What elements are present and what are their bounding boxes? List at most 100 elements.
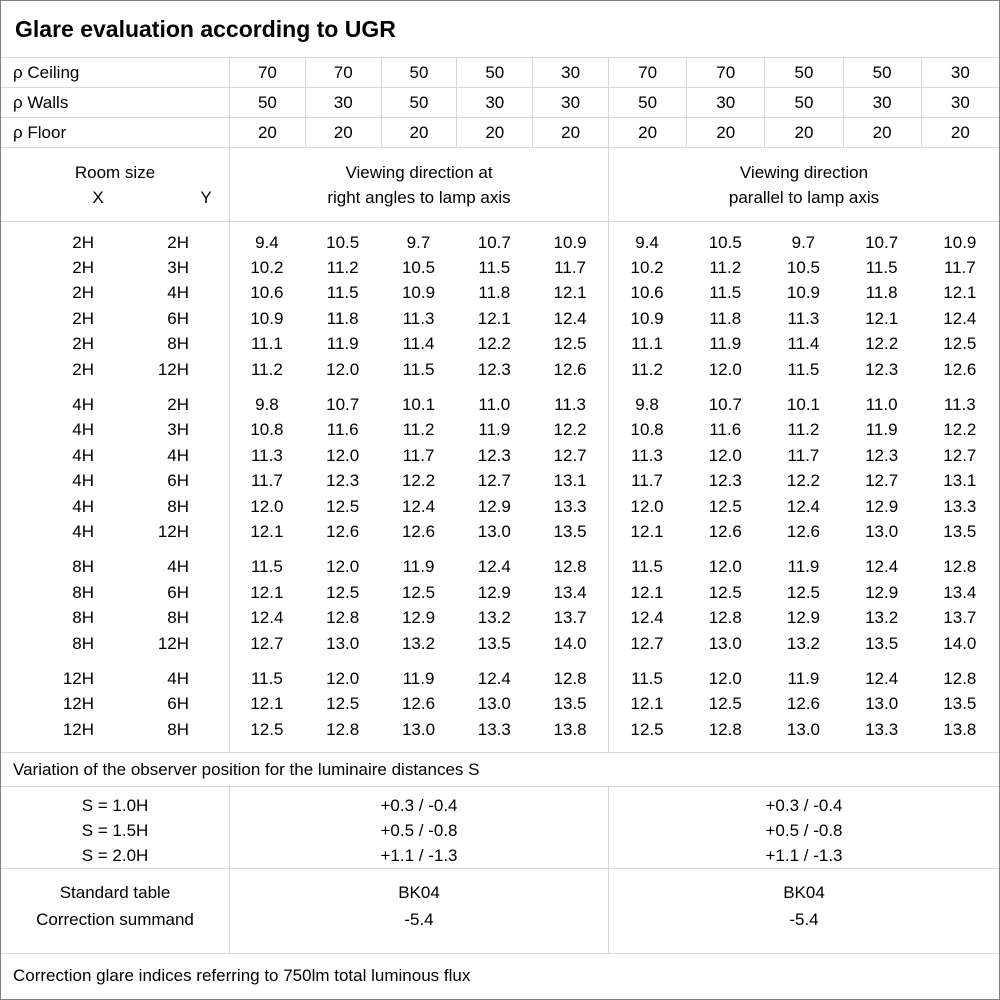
- ugr-value-perpendicular: 9.4: [255, 232, 279, 252]
- reflectance-value: 50: [764, 88, 842, 117]
- ugr-value-perpendicular: 12.2: [477, 334, 511, 354]
- title-row: Glare evaluation according to UGR: [1, 1, 999, 58]
- s-correction-value: +0.5 / -0.8: [765, 821, 843, 840]
- ugr-value-parallel: 11.9: [865, 420, 898, 440]
- ugr-value-perpendicular: 13.8: [553, 719, 587, 739]
- s-correction-value: +1.1 / -1.3: [765, 846, 843, 865]
- reflectance-value: 70: [607, 58, 686, 87]
- standard-row-value: BK04: [783, 883, 825, 902]
- room-y-value: 6H: [167, 471, 189, 491]
- ugr-value-perpendicular: 12.8: [326, 719, 360, 739]
- heading-line: Viewing direction at: [345, 162, 493, 182]
- ugr-value-perpendicular: 12.1: [250, 521, 284, 541]
- ugr-value-perpendicular: 11.9: [326, 334, 359, 354]
- room-x-value: 12H: [62, 694, 94, 714]
- ugr-value-perpendicular: 12.5: [250, 719, 284, 739]
- ugr-value-parallel: 13.3: [865, 719, 899, 739]
- ugr-value-perpendicular: 12.4: [477, 557, 511, 577]
- column-divider: [608, 222, 609, 752]
- ugr-value-parallel: 9.4: [635, 232, 659, 252]
- ugr-value-perpendicular: 11.5: [478, 258, 511, 278]
- ugr-value-perpendicular: 13.5: [477, 633, 511, 653]
- s-correction-value: +0.5 / -0.8: [380, 821, 458, 840]
- ugr-value-parallel: 12.4: [865, 557, 899, 577]
- ugr-value-parallel: 11.5: [631, 668, 663, 688]
- ugr-value-parallel: 12.6: [786, 521, 820, 541]
- room-y-value: 4H: [167, 557, 189, 577]
- ugr-value-perpendicular: 12.6: [401, 694, 436, 714]
- ugr-value-parallel: 11.5: [709, 283, 742, 303]
- room-y-value: 6H: [167, 694, 189, 714]
- room-size-label: Room size: [74, 162, 156, 182]
- viewing-direction-parallel-header: Viewing direction parallel to lamp axis: [608, 148, 999, 221]
- ugr-value-parallel: 12.5: [630, 719, 664, 739]
- ugr-row: 2H 4H 10.6 11.5 10.9 11.8 12.1 10.6 11.5 10.9 11.8…: [1, 281, 999, 306]
- ugr-value-perpendicular: 10.7: [477, 232, 511, 252]
- room-y-value: 8H: [167, 719, 189, 739]
- ugr-value-parallel: 13.5: [943, 521, 977, 541]
- reflectance-value: 70: [686, 58, 764, 87]
- ugr-value-perpendicular: 12.0: [326, 557, 360, 577]
- page-title: Glare evaluation according to UGR: [15, 15, 396, 42]
- ugr-value-perpendicular: 12.6: [326, 521, 360, 541]
- ugr-value-parallel: 9.7: [791, 232, 816, 252]
- ugr-value-parallel: 12.5: [708, 694, 742, 714]
- ugr-value-perpendicular: 12.9: [477, 582, 511, 602]
- ugr-value-perpendicular: 13.0: [326, 633, 360, 653]
- ugr-value-parallel: 9.8: [635, 395, 659, 415]
- reflectance-value: 30: [304, 88, 381, 117]
- ugr-value-perpendicular: 13.5: [553, 521, 587, 541]
- room-y-value: 8H: [167, 496, 189, 516]
- ugr-value-perpendicular: 12.4: [401, 496, 436, 516]
- ugr-value-parallel: 12.3: [708, 471, 742, 491]
- ugr-value-parallel: 11.9: [787, 668, 820, 688]
- reflectance-value: 20: [607, 118, 686, 147]
- ugr-value-perpendicular: 11.0: [478, 395, 511, 415]
- reflectance-value: 30: [920, 58, 999, 87]
- viewing-direction-perpendicular-header: Viewing direction at right angles to lam…: [229, 148, 608, 221]
- ugr-row: 8H 6H 12.1 12.5 12.5 12.9 13.4 12.1 12.5 12.5 12.9…: [1, 580, 999, 605]
- reflectance-value: 30: [532, 58, 608, 87]
- ugr-value-perpendicular: 13.3: [477, 719, 511, 739]
- room-x-value: 8H: [72, 582, 94, 602]
- standard-row-value: BK04: [398, 883, 440, 902]
- ugr-value-parallel: 13.5: [943, 694, 977, 714]
- ugr-value-parallel: 10.9: [630, 308, 664, 328]
- ugr-value-parallel: 11.9: [787, 557, 820, 577]
- standard-row-label: Correction summand: [36, 910, 194, 929]
- ugr-value-parallel: 12.7: [630, 633, 664, 653]
- room-y-value: 8H: [167, 608, 189, 628]
- room-x-value: 4H: [72, 496, 94, 516]
- standard-table-block: Standard table Correction summand BK04 -5.…: [1, 869, 999, 954]
- ugr-value-parallel: 10.9: [786, 283, 820, 303]
- reflectance-value: 20: [304, 118, 381, 147]
- ugr-value-perpendicular: 12.0: [250, 496, 284, 516]
- s-corrections-perpendicular: +0.3 / -0.4 +0.5 / -0.8 +1.1 / -1.3: [229, 787, 608, 868]
- reflectance-value: 50: [380, 88, 457, 117]
- ugr-value-parallel: 11.3: [631, 445, 663, 465]
- ugr-value-parallel: 12.1: [630, 521, 664, 541]
- room-y-value: 2H: [167, 395, 189, 415]
- ugr-value-perpendicular: 10.7: [326, 395, 360, 415]
- standard-row-value: -5.4: [404, 910, 434, 929]
- room-y-value: 3H: [167, 258, 189, 278]
- ugr-value-perpendicular: 12.5: [326, 694, 360, 714]
- ugr-value-parallel: 12.4: [786, 496, 820, 516]
- ugr-value-perpendicular: 10.1: [401, 395, 436, 415]
- ugr-row: 2H 12H 11.2 12.0 11.5 12.3 12.6 11.2 12.0 11.5 12.…: [1, 357, 999, 382]
- ugr-value-parallel: 12.4: [865, 668, 899, 688]
- standard-table-values-perpendicular: BK04 -5.4: [229, 869, 608, 953]
- ugr-value-parallel: 11.2: [709, 258, 742, 278]
- ugr-row: 2H 2H 9.4 10.5 9.7 10.7 10.9 9.4 10.5 9.7 10.7 10.9: [1, 230, 999, 255]
- reflectance-row: ρ Ceiling 70 70 50 50 30 70 70 50 50 30: [1, 58, 999, 88]
- room-x-value: 8H: [72, 557, 94, 577]
- ugr-value-perpendicular: 12.1: [250, 694, 284, 714]
- ugr-value-parallel: 11.7: [943, 258, 976, 278]
- ugr-value-perpendicular: 11.7: [250, 471, 283, 491]
- ugr-value-parallel: 11.7: [787, 445, 820, 465]
- xy-label-line: X Y: [1, 185, 229, 210]
- ugr-value-parallel: 12.1: [630, 582, 664, 602]
- ugr-value-parallel: 11.3: [943, 395, 976, 415]
- luminaire-distance-block: S = 1.0H S = 1.5H S = 2.0H +0.3 / -0.4 +0.5…: [1, 787, 999, 869]
- ugr-value-parallel: 12.4: [943, 308, 977, 328]
